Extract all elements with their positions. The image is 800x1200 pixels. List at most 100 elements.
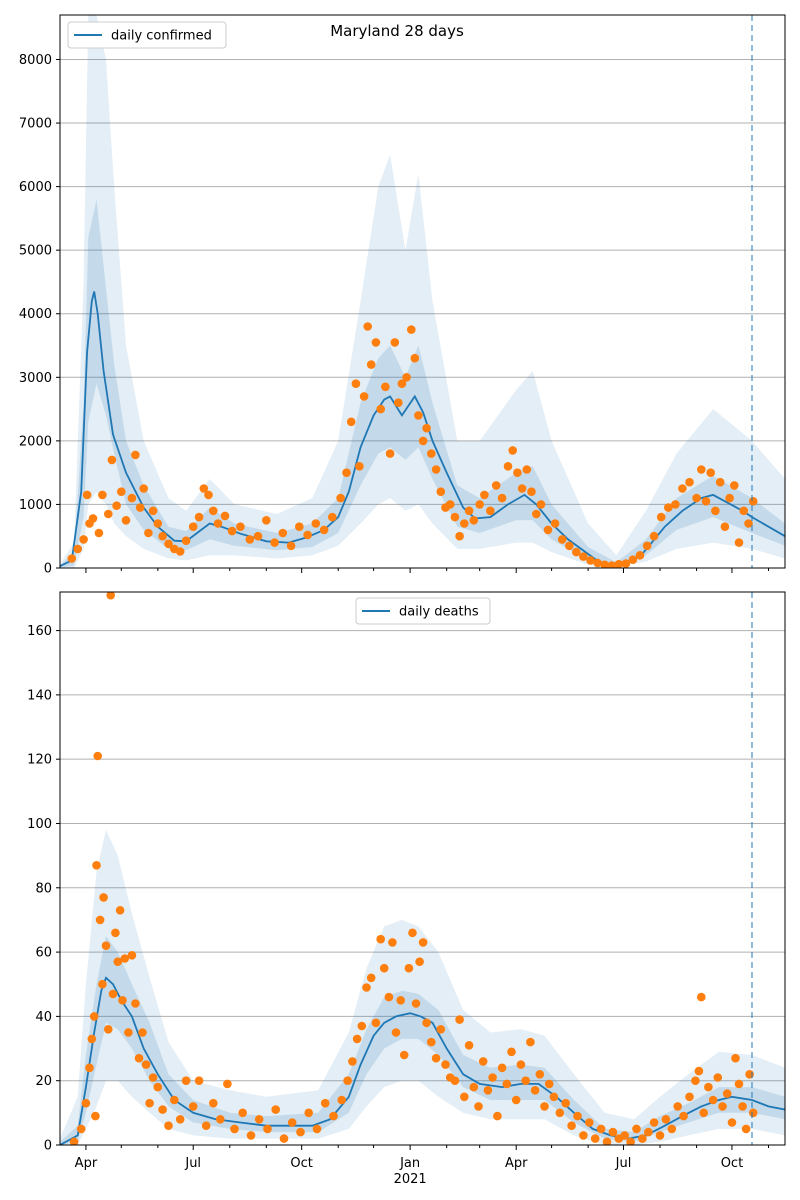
data-point: [106, 592, 115, 600]
data-point: [549, 1092, 559, 1102]
data-point: [336, 493, 345, 503]
data-point: [111, 928, 120, 938]
data-point: [366, 360, 376, 369]
data-point: [342, 468, 351, 478]
data-point: [394, 398, 403, 408]
data-point: [711, 506, 720, 516]
data-point: [445, 500, 455, 509]
data-point: [692, 493, 701, 503]
data-point: [708, 1095, 718, 1105]
data-point: [148, 506, 158, 516]
data-point: [455, 531, 464, 541]
data-point: [628, 555, 638, 564]
data-point: [153, 1082, 163, 1092]
x-tick-label: Apr: [75, 1156, 98, 1171]
data-point: [134, 1053, 144, 1063]
data-point: [608, 1127, 618, 1137]
data-point: [543, 525, 553, 535]
plot-area: [60, 592, 785, 1145]
y-tick-label: 7000: [19, 117, 52, 132]
data-point: [352, 1034, 362, 1044]
data-point: [673, 1102, 682, 1111]
data-point: [679, 1111, 688, 1121]
data-point: [585, 1118, 594, 1127]
data-point: [209, 1098, 218, 1108]
y-tick-label: 0: [44, 562, 52, 577]
data-point: [95, 915, 105, 925]
data-point: [469, 516, 479, 525]
data-point: [366, 973, 376, 983]
data-point: [694, 1066, 704, 1076]
data-point: [734, 1079, 744, 1089]
data-point: [565, 541, 574, 551]
data-point: [385, 449, 395, 458]
data-point: [164, 1121, 173, 1130]
legend-box: [67, 21, 227, 49]
legend: daily deaths: [355, 597, 491, 625]
data-point: [108, 989, 118, 999]
data-point: [579, 552, 588, 561]
uncertainty-band-inner: [60, 936, 785, 1145]
data-point: [704, 1082, 713, 1092]
data-point: [87, 1034, 97, 1044]
data-point: [550, 519, 560, 528]
y-tick-label: 60: [35, 946, 52, 961]
data-point: [748, 497, 758, 506]
deaths-panel: 0 20 40 60 80 100 120 140 160 daily deaths Apr Jul O…: [27, 591, 786, 1187]
data-point: [113, 957, 123, 966]
data-point: [493, 1111, 502, 1121]
data-point: [567, 1121, 576, 1130]
data-point: [626, 1137, 635, 1145]
data-point: [384, 992, 394, 1002]
data-point: [422, 1018, 431, 1028]
data-point: [89, 1012, 99, 1021]
data-point: [642, 541, 652, 551]
data-point: [483, 1086, 493, 1095]
data-point: [427, 1037, 436, 1047]
y-tick-label: 120: [27, 753, 52, 768]
data-point: [720, 522, 730, 531]
y-tick-label: 5000: [19, 244, 52, 259]
data-point: [304, 1108, 314, 1118]
data-point: [649, 1118, 659, 1127]
data-point: [725, 493, 734, 503]
data-point: [731, 1053, 740, 1063]
data-point: [488, 1073, 497, 1082]
data-point: [271, 1105, 281, 1114]
data-point: [441, 1060, 450, 1069]
data-point: [734, 538, 744, 547]
data-point: [127, 951, 137, 960]
data-point: [194, 512, 204, 522]
data-point: [632, 1124, 641, 1134]
data-point: [402, 373, 411, 382]
data-point: [593, 558, 602, 568]
data-point: [475, 500, 485, 509]
data-point: [415, 957, 424, 966]
data-point: [104, 1025, 113, 1034]
legend-label: daily deaths: [399, 605, 479, 620]
y-tick-label: 8000: [19, 53, 52, 68]
y-tick-label: 1000: [19, 498, 52, 513]
data-point: [621, 559, 631, 568]
data-point: [544, 1079, 554, 1089]
data-point: [295, 522, 304, 531]
data-point: [526, 1037, 535, 1047]
plot-area: [60, 15, 785, 568]
data-point: [158, 531, 167, 541]
data-point: [127, 493, 137, 503]
data-point: [748, 1108, 758, 1118]
data-point: [270, 538, 279, 547]
data-point: [320, 1098, 330, 1108]
data-point: [497, 493, 507, 503]
data-point: [164, 539, 173, 549]
data-point: [92, 861, 101, 870]
data-point: [85, 1063, 94, 1073]
data-point: [649, 531, 659, 541]
data-point: [460, 519, 469, 528]
data-point: [170, 1095, 179, 1105]
data-point: [355, 462, 364, 471]
data-point: [381, 382, 390, 392]
data-point: [348, 1057, 357, 1066]
data-point: [718, 1102, 727, 1111]
